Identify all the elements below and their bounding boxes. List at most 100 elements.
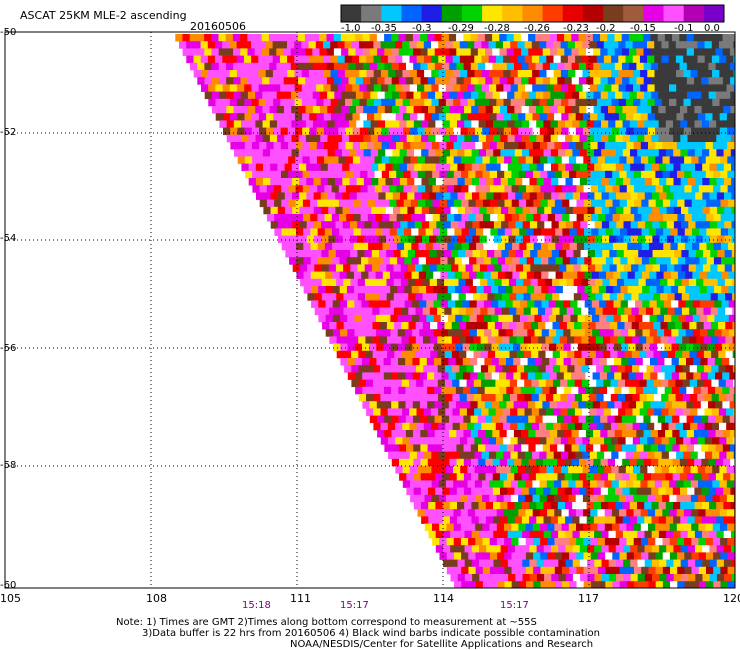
wind-cell	[586, 502, 595, 510]
wind-cell	[500, 149, 508, 157]
wind-cell	[244, 113, 252, 121]
wind-cell	[595, 264, 603, 272]
wind-cell	[335, 221, 343, 229]
wind-cell	[391, 458, 400, 467]
wind-cell	[273, 170, 282, 179]
wind-cell	[543, 559, 552, 568]
wind-cell	[543, 458, 551, 467]
wind-cell	[528, 473, 537, 481]
wind-cell	[499, 458, 508, 467]
wind-cell	[661, 98, 670, 107]
wind-cell	[503, 127, 512, 136]
wind-cell	[341, 77, 349, 85]
wind-cell	[474, 408, 482, 416]
wind-cell	[469, 300, 477, 308]
wind-cell	[591, 228, 599, 236]
wind-cell	[544, 264, 553, 272]
wind-cell	[211, 48, 219, 56]
wind-cell	[383, 343, 391, 352]
wind-cell	[413, 62, 421, 71]
wind-cell	[682, 322, 690, 330]
wind-cell	[610, 365, 618, 373]
wind-cell	[270, 178, 278, 186]
wind-cell	[504, 142, 512, 150]
wind-cell	[681, 206, 689, 215]
wind-cell	[641, 185, 649, 193]
wind-cell	[457, 192, 466, 200]
wind-cell	[727, 509, 735, 517]
wind-cell	[551, 192, 559, 200]
wind-cell	[296, 242, 304, 251]
wind-cell	[392, 106, 400, 114]
wind-cell	[359, 127, 368, 136]
wind-cell	[570, 314, 578, 323]
wind-cell	[353, 185, 361, 193]
wind-cell	[637, 559, 645, 568]
wind-cell	[721, 314, 730, 323]
wind-cell	[598, 199, 606, 208]
wind-cell	[343, 336, 352, 344]
wind-cell	[470, 372, 478, 380]
wind-cell	[684, 170, 692, 179]
wind-cell	[449, 502, 458, 510]
wind-cell	[643, 372, 651, 380]
wind-cell	[266, 142, 274, 150]
wind-cell	[283, 62, 292, 71]
wind-cell	[326, 62, 335, 71]
wind-cell	[655, 185, 664, 193]
wind-cell	[621, 401, 630, 409]
wind-cell	[604, 84, 612, 92]
wind-cell	[507, 91, 515, 100]
wind-cell	[456, 48, 464, 56]
wind-cell	[252, 156, 260, 164]
wind-cell	[417, 127, 425, 136]
wind-cell	[592, 314, 600, 323]
wind-cell	[475, 127, 483, 136]
wind-cell	[708, 444, 716, 452]
wind-cell	[715, 444, 724, 452]
wind-cell	[391, 34, 399, 42]
wind-cell	[670, 581, 678, 589]
wind-cell	[519, 300, 528, 308]
wind-cell	[514, 444, 522, 452]
wind-cell	[654, 55, 662, 64]
wind-cell	[633, 170, 642, 179]
wind-cell	[687, 120, 695, 128]
wind-cell	[443, 192, 451, 200]
wind-cell	[511, 523, 519, 532]
wind-cell	[605, 552, 613, 560]
wind-cell	[562, 271, 571, 280]
wind-cell	[692, 228, 700, 236]
wind-cell	[361, 286, 369, 294]
wind-cell	[507, 120, 515, 128]
wind-cell	[410, 127, 418, 136]
wind-cell	[306, 149, 314, 157]
wind-cell	[589, 422, 597, 431]
wind-cell	[262, 149, 271, 157]
wind-cell	[679, 62, 688, 71]
wind-cell	[521, 516, 530, 524]
wind-cell	[683, 55, 691, 64]
wind-cell	[726, 55, 734, 64]
wind-cell	[679, 386, 687, 395]
wind-cell	[598, 228, 606, 236]
wind-cell	[468, 170, 476, 179]
wind-cell	[321, 221, 329, 229]
wind-cell	[535, 62, 544, 71]
wind-cell	[547, 185, 556, 193]
wind-cell	[507, 559, 516, 568]
wind-cell	[490, 286, 499, 294]
wind-cell	[285, 221, 293, 229]
wind-cell	[470, 444, 479, 452]
wind-cell	[574, 365, 582, 373]
wind-cell	[623, 163, 631, 172]
wind-cell	[281, 214, 289, 222]
wind-cell	[538, 365, 546, 373]
wind-cell	[331, 185, 340, 193]
wind-cell	[600, 473, 609, 481]
wind-cell	[446, 199, 455, 208]
wind-cell	[474, 41, 482, 49]
wind-cell	[649, 271, 657, 280]
wind-cell	[554, 581, 563, 589]
wind-cell	[393, 235, 401, 244]
